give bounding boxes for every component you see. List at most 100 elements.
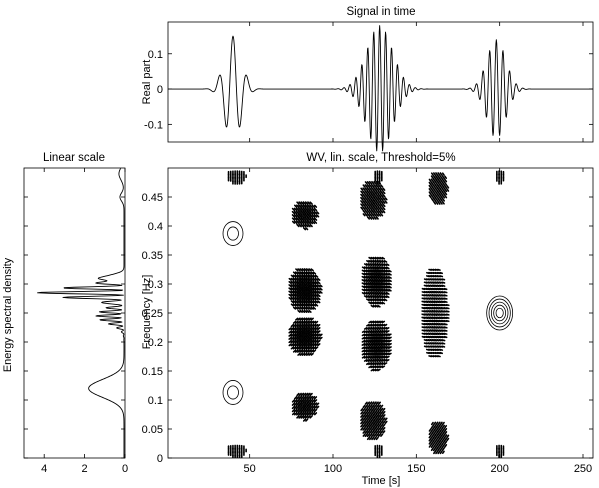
wv-hatch-mark	[444, 427, 448, 432]
wv-hatch-mark	[364, 202, 369, 208]
wv-hatch-mark	[375, 404, 380, 409]
wv-hatch-mark	[288, 333, 293, 337]
wv-hatch-mark	[371, 342, 378, 347]
wv-hatch-mark	[306, 216, 312, 222]
wv-hatch-mark	[296, 277, 302, 282]
wv-hatch-mark	[305, 326, 311, 331]
wv-hatch-mark	[378, 358, 384, 363]
wv-hatch-mark	[367, 291, 373, 296]
wv-hatch-mark	[443, 329, 448, 332]
wv-hatch-mark	[370, 323, 375, 327]
wv-hatch-mark	[293, 408, 298, 413]
wv-hatch-mark	[381, 358, 386, 362]
wv-hatch-mark	[367, 358, 373, 363]
wv-hatch-mark	[372, 291, 378, 296]
wv-hatch-mark	[308, 401, 314, 407]
wv-hatch-mark	[314, 320, 319, 324]
wv-hatch-mark	[298, 204, 303, 209]
wv-hatch-mark	[316, 211, 320, 215]
wv-hatch-mark	[316, 339, 321, 344]
wv-hatch-mark	[367, 336, 373, 340]
wv-hatch-mark	[316, 214, 320, 218]
wv-xtick-label: 250	[574, 463, 592, 475]
wv-hatch-mark	[369, 281, 375, 286]
wv-hatch-mark	[430, 437, 435, 442]
wv-hatch-mark	[368, 404, 373, 409]
wv-hatch-mark	[374, 361, 379, 366]
wv-hatch-mark	[371, 216, 375, 220]
wv-hatch-mark	[365, 352, 371, 356]
wv-hatch-mark	[300, 408, 305, 413]
wv-hatch-mark	[373, 429, 378, 435]
wv-hatch-mark	[385, 330, 390, 334]
wv-hatch-mark	[304, 213, 310, 219]
wv-hatch-mark	[309, 415, 313, 419]
wv-hatch-mark	[374, 259, 379, 263]
wv-hatch-mark	[366, 298, 370, 302]
wv-hatch-mark	[362, 196, 366, 201]
wv-hatch-mark	[367, 352, 373, 356]
wv-hatch-mark	[309, 339, 315, 344]
wv-hatch-mark	[441, 181, 446, 186]
wv-hatch-mark	[370, 301, 375, 305]
wv-hatch-mark	[385, 352, 390, 356]
wv-hatch-mark	[439, 443, 444, 449]
wv-hatch-mark	[432, 424, 437, 429]
wv-hatch-mark	[310, 320, 315, 325]
wv-hatch-mark	[303, 342, 308, 347]
wv-hatch-mark	[297, 349, 301, 353]
wv-hatch-mark	[302, 418, 307, 422]
wv-hatch-mark	[288, 284, 293, 288]
wv-hatch-mark	[377, 423, 382, 428]
wv-hatch-mark	[312, 323, 317, 328]
wv-hatch-mark	[291, 210, 296, 215]
wv-hatch-mark	[441, 187, 446, 193]
wv-hatch-mark	[364, 184, 368, 188]
wv-hatch-mark	[366, 184, 371, 188]
wv-hatch-mark	[309, 326, 315, 331]
wv-hatch-mark	[298, 336, 304, 341]
wv-hatch-mark	[296, 296, 302, 301]
wv-hatch-mark	[367, 278, 373, 283]
wv-hatch-mark	[382, 209, 386, 214]
wv-hatch-mark	[379, 407, 384, 412]
wv-hatch-mark	[365, 355, 371, 359]
wv-hatch-mark	[305, 418, 309, 422]
wv-hatch-mark	[369, 345, 375, 350]
wv-hatch-mark	[385, 279, 390, 283]
wv-hatch-mark	[388, 333, 392, 337]
wv-hatch-mark	[303, 293, 309, 298]
wv-hatch-mark	[374, 329, 380, 334]
wv-hatch-mark	[312, 349, 317, 353]
wv-hatch-mark	[309, 395, 314, 400]
wv-hatch-mark	[441, 345, 446, 348]
wv-hatch-mark	[361, 275, 366, 279]
wv-hatch-mark	[388, 272, 392, 276]
wv-hatch-mark	[307, 280, 313, 285]
wv-hatch-mark	[291, 399, 296, 403]
wv-hatch-mark	[363, 266, 368, 270]
wv-hatch-mark	[376, 281, 382, 286]
wv-hatch-mark	[430, 447, 434, 452]
wv-hatch-mark	[374, 345, 380, 350]
wv-hatch-mark	[290, 346, 295, 350]
wv-hatch-mark	[376, 259, 382, 263]
wv-hatch-mark	[362, 184, 366, 188]
wv-hatch-mark	[443, 297, 448, 300]
wv-hatch-mark	[311, 217, 316, 222]
wv-hatch-mark	[380, 285, 386, 289]
wv-hatch-mark	[309, 333, 315, 338]
wv-hatch-mark	[439, 275, 444, 278]
wv-hatch-mark	[363, 275, 368, 280]
wv-hatch-mark	[362, 433, 366, 437]
wv-hatch-mark	[379, 256, 384, 260]
wv-hatch-mark	[381, 329, 386, 334]
wv-hatch-mark	[437, 200, 441, 205]
wv-hatch-mark	[297, 309, 301, 313]
wv-hatch-mark	[428, 191, 432, 196]
wv-hatch-mark	[295, 405, 301, 410]
wv-hatch-mark	[307, 223, 311, 228]
wv-hatch-mark	[376, 361, 382, 366]
wv-hatch-mark	[312, 333, 317, 338]
wv-hatch-mark	[375, 429, 380, 435]
